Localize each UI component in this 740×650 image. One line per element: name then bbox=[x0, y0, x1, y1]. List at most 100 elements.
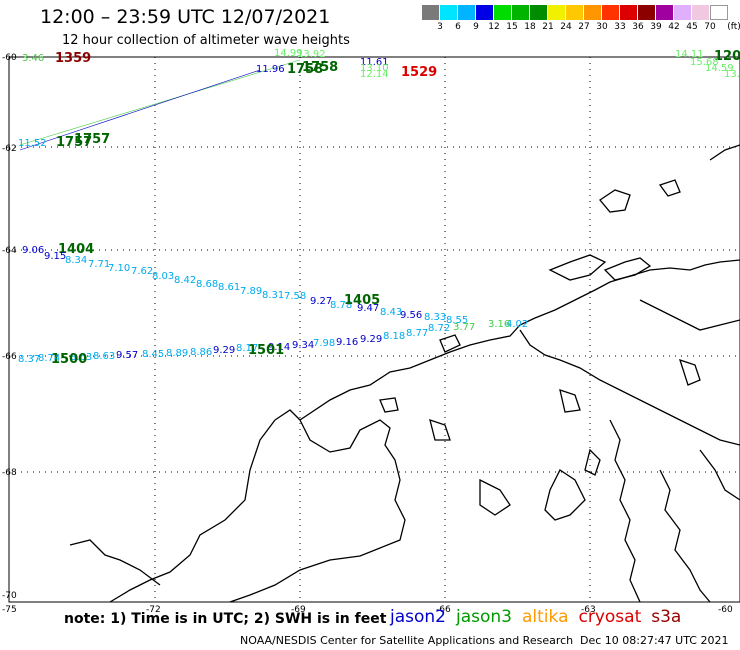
legend-unit: (ft) bbox=[727, 22, 740, 32]
legend-label: 70 bbox=[704, 22, 716, 32]
lat-label: -66 bbox=[2, 352, 17, 362]
legend-swatch bbox=[692, 5, 710, 20]
wave-height-label: 9.14 bbox=[268, 342, 290, 353]
wave-height-label: 9.15 bbox=[44, 251, 66, 262]
wave-height-legend: 3 6 9 12 15 18 21 24 27 30 33 36 39 42 45 70 (ft) bbox=[422, 5, 740, 34]
wave-height-label: 3.77 bbox=[453, 322, 475, 333]
wave-height-label: 7.62 bbox=[131, 266, 153, 277]
wave-height-label: 8.89 bbox=[166, 348, 188, 359]
satellite-key: jason2 jason3 altika cryosat s3a bbox=[390, 607, 691, 627]
wave-height-label: 14.11 bbox=[675, 49, 704, 60]
track-jason2-north bbox=[19, 69, 261, 151]
wave-height-label: 8.74 bbox=[38, 353, 60, 364]
wave-height-label: 1500 bbox=[51, 352, 87, 367]
wave-height-label: 9.47 bbox=[357, 303, 379, 314]
wave-height-label: 1529 bbox=[401, 65, 437, 80]
wave-height-label: 1404 bbox=[58, 242, 94, 257]
lat-label: -68 bbox=[2, 468, 17, 478]
wave-height-label: 15.68 bbox=[690, 57, 719, 68]
legend-swatch bbox=[458, 5, 476, 20]
wave-height-label: 9.16 bbox=[336, 337, 358, 348]
legend-label: 3 bbox=[437, 22, 443, 32]
legend-label: 15 bbox=[506, 22, 518, 32]
wave-height-label: 9.27 bbox=[310, 296, 332, 307]
wave-height-label: 8.63 bbox=[93, 351, 115, 362]
wave-height-label: 8.61 bbox=[218, 282, 240, 293]
wave-height-label: 8.72 bbox=[428, 323, 450, 334]
wave-height-label: 8.86 bbox=[190, 347, 212, 358]
wave-height-label: 9.57 bbox=[116, 350, 138, 361]
legend-swatch bbox=[440, 5, 458, 20]
wave-height-label: 13.10 bbox=[360, 63, 389, 74]
legend-label: 6 bbox=[455, 22, 461, 32]
wave-height-label: 3.46 bbox=[22, 53, 44, 64]
wave-height-label: 9.56 bbox=[400, 310, 422, 321]
satellite-altika: altika bbox=[522, 607, 569, 627]
legend-label: 24 bbox=[560, 22, 572, 32]
legend-swatch bbox=[656, 5, 674, 20]
legend-label: 45 bbox=[686, 22, 698, 32]
wave-height-label: 8.33 bbox=[424, 312, 446, 323]
satellite-s3a: s3a bbox=[651, 607, 682, 627]
legend-swatch bbox=[638, 5, 656, 20]
legend-swatch bbox=[674, 5, 692, 20]
wave-height-label: 8.45 bbox=[142, 349, 164, 360]
footer-note: note: 1) Time is in UTC; 2) SWH is in fe… bbox=[64, 611, 387, 627]
legend-swatch bbox=[494, 5, 512, 20]
legend-swatch bbox=[620, 5, 638, 20]
lon-label: -63 bbox=[581, 605, 596, 615]
legend-swatch bbox=[512, 5, 530, 20]
wave-height-label: 11.96 bbox=[256, 64, 285, 75]
wave-height-label: 8.63 bbox=[70, 352, 92, 363]
lat-label: -60 bbox=[2, 53, 17, 63]
lon-label: -66 bbox=[436, 605, 451, 615]
satellite-jason3: jason3 bbox=[456, 607, 512, 627]
wave-height-label: 8.18 bbox=[383, 331, 405, 342]
legend-label: 42 bbox=[668, 22, 680, 32]
wave-height-label: 4.02 bbox=[506, 319, 528, 330]
wave-height-label: 11.61 bbox=[360, 57, 389, 68]
legend-swatch bbox=[422, 5, 440, 20]
wave-height-label: 8.55 bbox=[446, 315, 468, 326]
wave-height-label: 120 bbox=[714, 49, 740, 64]
wave-height-label: 9.34 bbox=[292, 340, 314, 351]
wave-height-label: 8.17 bbox=[236, 343, 258, 354]
satellite-jason2: jason2 bbox=[390, 607, 446, 627]
wave-height-label: 7.10 bbox=[108, 263, 130, 274]
lon-label: -75 bbox=[2, 605, 17, 615]
wave-height-label: 9.29 bbox=[360, 334, 382, 345]
legend-label: 21 bbox=[542, 22, 554, 32]
satellite-tracks bbox=[19, 59, 301, 151]
wave-height-label: 1757 bbox=[56, 135, 92, 150]
wave-height-label: 9.06 bbox=[22, 245, 44, 256]
generated-timestamp: Dec 10 08:27:47 UTC 2021 bbox=[580, 634, 729, 647]
legend-label: 27 bbox=[578, 22, 590, 32]
legend-swatch bbox=[566, 5, 584, 20]
wave-height-label: 8.03 bbox=[152, 271, 174, 282]
wave-height-label: 1359 bbox=[55, 51, 91, 66]
legend-color-bar bbox=[422, 5, 740, 20]
legend-swatch bbox=[548, 5, 566, 20]
credit-line: NOAA/NESDIS Center for Satellite Applica… bbox=[240, 634, 574, 647]
coastline bbox=[69, 144, 740, 603]
satellite-cryosat: cryosat bbox=[578, 607, 642, 627]
track-jason3-north bbox=[19, 59, 301, 146]
legend-swatch bbox=[530, 5, 548, 20]
wave-height-label: 1758 bbox=[287, 62, 323, 77]
legend-label: 33 bbox=[614, 22, 626, 32]
legend-swatch bbox=[476, 5, 494, 20]
legend-label: 12 bbox=[488, 22, 500, 32]
wave-height-label: 8.43 bbox=[380, 307, 402, 318]
graticule bbox=[9, 57, 740, 602]
legend-label: 39 bbox=[650, 22, 662, 32]
lon-label: -69 bbox=[291, 605, 306, 615]
wave-height-label: 1757 bbox=[74, 132, 110, 147]
axis-labels: -60 -62 -64 -66 -68 -70 -75 -72 -69 -66 … bbox=[2, 53, 733, 615]
legend-labels: 3 6 9 12 15 18 21 24 27 30 33 36 39 42 45 70 (ft) bbox=[422, 20, 740, 34]
lon-label: -72 bbox=[146, 605, 161, 615]
wave-height-label: 14.59 bbox=[705, 63, 734, 74]
lon-label: -60 bbox=[718, 605, 733, 615]
legend-label: 9 bbox=[473, 22, 479, 32]
